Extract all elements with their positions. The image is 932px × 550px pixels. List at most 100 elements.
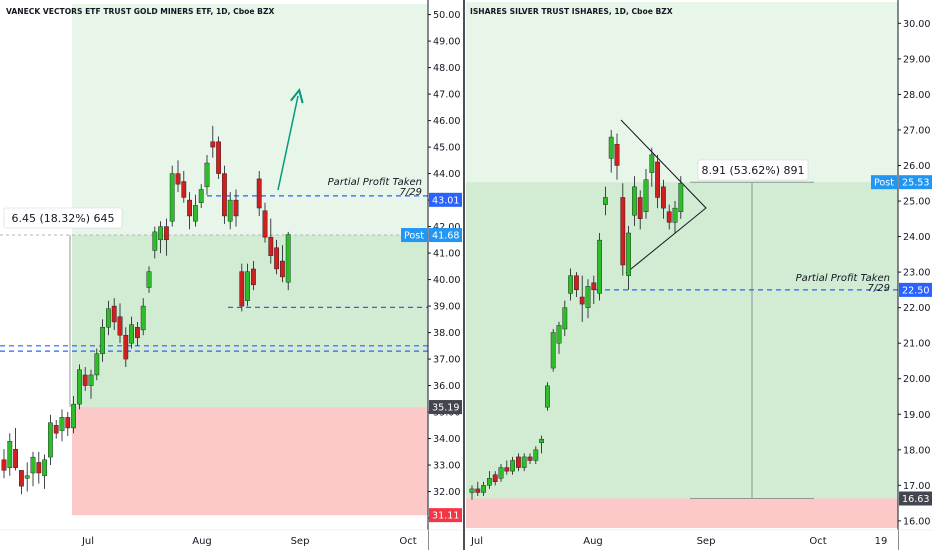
candle	[268, 218, 274, 264]
candle	[579, 275, 585, 322]
candle	[181, 170, 187, 203]
candles	[1, 125, 291, 495]
chart-title: VANECK VECTORS ETF TRUST GOLD MINERS ETF…	[6, 7, 274, 16]
candle	[608, 129, 614, 173]
y-tick-label: 42.00	[433, 222, 460, 233]
y-tick-label: 36.00	[433, 381, 460, 392]
candle	[250, 261, 256, 291]
measure-label: 6.45 (18.32%) 645	[3, 207, 123, 229]
candle	[568, 268, 574, 301]
candle	[550, 328, 556, 372]
candle	[7, 433, 13, 476]
candle	[94, 348, 100, 381]
candle	[492, 471, 498, 486]
left-time-axis[interactable]: Jul Aug Sep Oct	[0, 530, 428, 550]
x-tick-label: Jul	[470, 536, 483, 547]
y-tick-label: 16.00	[903, 516, 930, 527]
candle	[204, 155, 210, 195]
candle	[163, 218, 169, 256]
candle	[216, 136, 221, 179]
measure-label: 8.91 (53.62%) 891	[697, 159, 809, 181]
candle	[13, 427, 18, 471]
candle	[626, 225, 632, 290]
candle	[227, 192, 233, 230]
candle	[187, 192, 192, 230]
right-chart-panel[interactable]: Partial Profit Taken 7/29 8.91 (53.62%) …	[466, 0, 898, 530]
y-tick-label: 27.00	[903, 125, 930, 136]
svg-text:22.50: 22.50	[902, 285, 929, 296]
y-tick-label: 45.00	[433, 143, 460, 154]
price-tag: 31.11	[429, 508, 462, 523]
annotation-date: 7/29	[868, 283, 890, 294]
candle	[637, 190, 643, 230]
x-tick-label: Aug	[192, 536, 212, 547]
x-tick-label: Oct	[809, 536, 826, 547]
candle	[556, 321, 562, 354]
candle	[30, 451, 36, 487]
svg-text:16.63: 16.63	[902, 494, 929, 505]
y-tick-label: 46.00	[433, 116, 460, 127]
annotation-date: 7/29	[400, 187, 422, 198]
chart-title: ISHARES SILVER TRUST ISHARES, 1D, Cboe B…	[470, 7, 673, 16]
y-tick-label: 23.00	[903, 268, 930, 279]
candle	[53, 420, 59, 439]
candle	[475, 481, 481, 497]
candle	[262, 202, 268, 243]
x-tick-label: Aug	[583, 536, 603, 547]
candle	[233, 189, 239, 227]
y-tick-label: 24.00	[903, 232, 930, 243]
candle	[274, 239, 279, 275]
candle	[239, 263, 245, 312]
candle	[105, 300, 111, 336]
candle	[620, 183, 626, 276]
candle	[504, 460, 510, 475]
candle	[666, 204, 672, 230]
candle	[134, 321, 140, 346]
candle	[24, 462, 30, 492]
y-tick-label: 18.00	[903, 445, 930, 456]
pennant-pattern	[620, 119, 707, 274]
right-time-axis[interactable]: Jul Aug Sep Oct 19	[466, 530, 898, 550]
candle	[603, 186, 608, 216]
candle	[65, 412, 71, 436]
candle	[481, 481, 486, 497]
candle	[498, 464, 504, 482]
candle	[280, 245, 285, 283]
post-tag: Post	[404, 231, 424, 242]
candle	[192, 194, 198, 227]
y-tick-label: 33.00	[433, 461, 460, 472]
x-tick-label: Sep	[697, 536, 716, 547]
candle	[655, 154, 661, 209]
candle	[169, 165, 175, 227]
candle	[175, 160, 181, 193]
left-chart-panel[interactable]: Partial Profit Taken 7/29 6.45 (18.32%) …	[0, 0, 428, 530]
candle	[643, 169, 649, 219]
price-tag: 41.68 Post	[401, 228, 462, 243]
achieved-profit-zone	[466, 182, 898, 499]
candle	[487, 471, 492, 489]
y-tick-label: 19.00	[903, 410, 930, 421]
y-tick-label: 21.00	[903, 339, 930, 350]
candle	[469, 485, 475, 500]
candle	[545, 382, 550, 411]
right-price-tags: 25.53 Post 22.50 16.63	[871, 175, 932, 506]
candle	[521, 453, 527, 472]
candle	[672, 201, 678, 234]
candle	[19, 470, 24, 495]
svg-text:35.19: 35.19	[432, 403, 459, 414]
level-lines	[0, 195, 428, 352]
candle	[221, 165, 227, 224]
measure-label-text: 8.91 (53.62%) 891	[701, 164, 804, 177]
y-tick-label: 32.00	[433, 487, 460, 498]
candle	[88, 369, 94, 399]
candle	[152, 226, 158, 259]
candle	[100, 319, 106, 362]
candle	[510, 456, 515, 475]
right-price-axis[interactable]: 16.00 17.00 18.00 19.00 20.00 21.00 22.00 23.00…	[897, 0, 932, 550]
candle	[82, 367, 88, 391]
left-price-axis[interactable]: 31.0032.0033.0034.0035.0036.0037.0038.00…	[427, 0, 462, 550]
candle	[591, 275, 597, 305]
candle	[123, 327, 129, 368]
y-tick-label: 29.00	[903, 54, 930, 65]
